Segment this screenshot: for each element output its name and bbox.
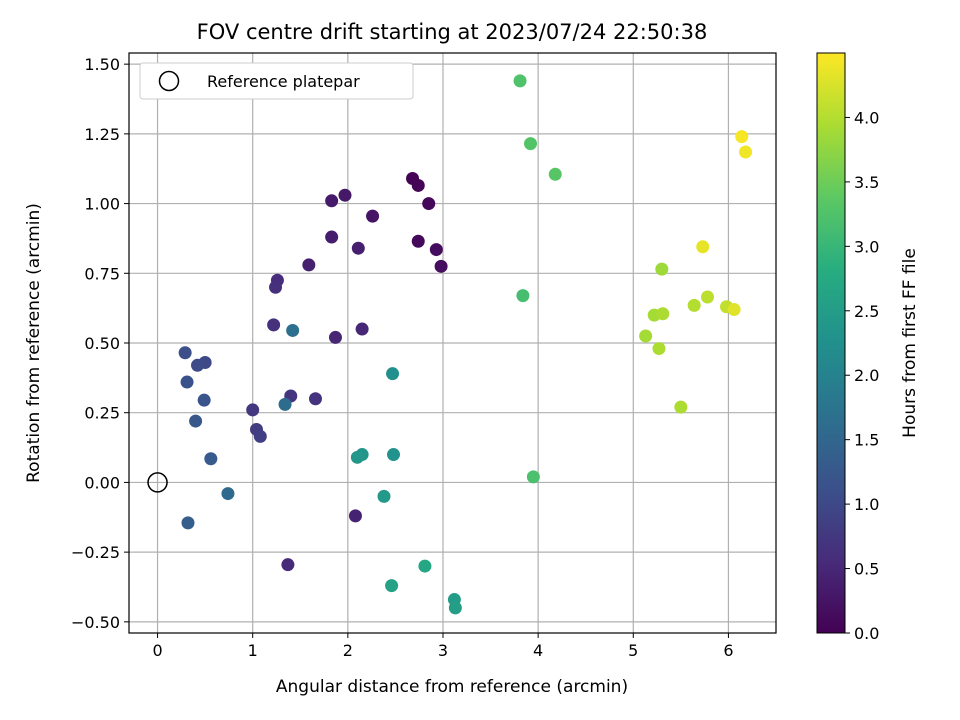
legend-marker-icon bbox=[158, 70, 180, 92]
y-tick-label: 0.25 bbox=[84, 404, 120, 423]
colorbar-gradient bbox=[816, 52, 846, 634]
y-tick-label: −0.25 bbox=[71, 543, 120, 562]
data-point bbox=[178, 346, 192, 360]
colorbar-tick-label: 2.0 bbox=[854, 366, 879, 385]
data-point bbox=[351, 241, 365, 255]
data-point bbox=[253, 429, 267, 443]
x-tick-label: 5 bbox=[628, 641, 638, 660]
x-tick-label: 4 bbox=[533, 641, 543, 660]
data-point bbox=[386, 367, 400, 381]
reference-point-marker bbox=[147, 472, 168, 493]
legend-label: Reference platepar bbox=[207, 72, 360, 91]
data-point bbox=[302, 258, 316, 272]
data-point bbox=[448, 601, 462, 615]
legend-box bbox=[139, 62, 414, 100]
colorbar-tick-label: 2.5 bbox=[854, 302, 879, 321]
data-point bbox=[429, 243, 443, 257]
x-axis-label: Angular distance from reference (arcmin) bbox=[276, 677, 628, 697]
data-point bbox=[434, 259, 448, 273]
data-point bbox=[181, 516, 195, 530]
data-point bbox=[350, 450, 364, 464]
data-point bbox=[516, 289, 530, 303]
y-tick-label: 0.00 bbox=[84, 473, 120, 492]
data-point bbox=[308, 392, 322, 406]
data-point bbox=[286, 323, 300, 337]
data-points bbox=[147, 74, 753, 615]
data-point bbox=[269, 280, 283, 294]
x-tick-label: 6 bbox=[723, 641, 733, 660]
colorbar-tick-label: 0.0 bbox=[854, 624, 879, 643]
data-point bbox=[338, 188, 352, 202]
data-point bbox=[639, 329, 653, 343]
data-point bbox=[411, 234, 425, 248]
data-point bbox=[377, 489, 391, 503]
data-point bbox=[524, 137, 538, 151]
data-point bbox=[696, 240, 710, 254]
data-point bbox=[246, 403, 260, 417]
y-tick-label: 0.50 bbox=[84, 334, 120, 353]
colorbar-tick-label: 1.0 bbox=[854, 495, 879, 514]
data-point bbox=[655, 262, 669, 276]
y-axis-ticks: −0.50 −0.25 0.00 0.25 0.50 0.75 1.00 1.25 1.50 bbox=[71, 55, 129, 632]
data-point bbox=[674, 400, 688, 414]
data-point bbox=[656, 307, 670, 321]
data-point bbox=[687, 298, 701, 312]
data-point bbox=[221, 487, 235, 501]
data-point bbox=[387, 448, 401, 462]
data-point bbox=[548, 167, 562, 181]
data-point bbox=[355, 322, 369, 336]
data-point bbox=[278, 397, 292, 411]
data-point bbox=[422, 197, 436, 211]
data-point bbox=[727, 303, 741, 317]
y-axis-label: Rotation from reference (arcmin) bbox=[24, 203, 44, 483]
data-point bbox=[180, 375, 194, 389]
y-tick-label: 1.00 bbox=[84, 195, 120, 214]
data-point bbox=[325, 194, 339, 208]
data-point bbox=[189, 414, 203, 428]
data-point bbox=[418, 559, 432, 573]
data-point bbox=[700, 290, 714, 304]
grid-lines bbox=[129, 53, 776, 633]
data-point bbox=[526, 470, 540, 484]
colorbar-tick-label: 3.0 bbox=[854, 237, 879, 256]
y-tick-label: 1.50 bbox=[84, 55, 120, 74]
colorbar-tick-label: 1.5 bbox=[854, 431, 879, 450]
data-point bbox=[204, 452, 218, 466]
y-tick-label: −0.50 bbox=[71, 613, 120, 632]
legend: Reference platepar bbox=[139, 62, 414, 100]
data-point bbox=[281, 558, 295, 572]
data-point bbox=[652, 342, 666, 356]
data-point bbox=[325, 230, 339, 244]
chart-title: FOV centre drift starting at 2023/07/24 … bbox=[197, 20, 708, 44]
x-tick-label: 3 bbox=[438, 641, 448, 660]
data-point bbox=[735, 130, 749, 144]
x-axis-ticks: 0 1 2 3 4 5 6 bbox=[152, 633, 734, 660]
colorbar-tick-label: 4.0 bbox=[854, 108, 879, 127]
colorbar-label: Hours from first FF file bbox=[900, 248, 920, 438]
data-point bbox=[328, 330, 342, 344]
data-point bbox=[366, 209, 380, 223]
x-tick-label: 2 bbox=[343, 641, 353, 660]
data-point bbox=[197, 393, 211, 407]
data-point bbox=[739, 145, 753, 159]
colorbar-tick-label: 0.5 bbox=[854, 560, 879, 579]
x-tick-label: 1 bbox=[248, 641, 258, 660]
data-point bbox=[191, 358, 205, 372]
data-point bbox=[267, 318, 281, 332]
y-tick-label: 0.75 bbox=[84, 264, 120, 283]
data-point bbox=[411, 178, 425, 192]
colorbar-tick-label: 3.5 bbox=[854, 173, 879, 192]
data-point bbox=[513, 74, 527, 88]
x-tick-label: 0 bbox=[152, 641, 162, 660]
colorbar-ticks: 0.0 0.5 1.0 1.5 2.0 2.5 3.0 3.5 4.0 bbox=[845, 108, 879, 643]
data-point bbox=[385, 579, 399, 593]
colorbar: 0.0 0.5 1.0 1.5 2.0 2.5 3.0 3.5 4.0 Hours from f… bbox=[816, 52, 920, 643]
data-point bbox=[348, 509, 362, 523]
y-tick-label: 1.25 bbox=[84, 125, 120, 144]
